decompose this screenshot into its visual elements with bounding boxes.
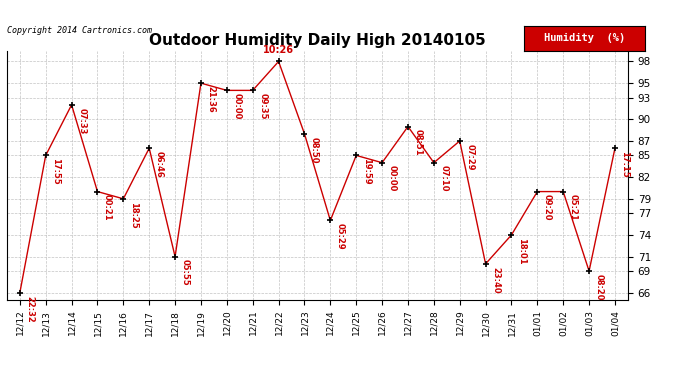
Text: 00:00: 00:00 (233, 93, 241, 120)
Text: 19:59: 19:59 (362, 158, 371, 185)
Text: 05:21: 05:21 (569, 194, 578, 221)
Text: 18:25: 18:25 (129, 202, 138, 228)
Text: 08:51: 08:51 (413, 129, 422, 156)
Text: 07:33: 07:33 (77, 108, 86, 134)
Text: 17:15: 17:15 (620, 151, 629, 178)
Text: 07:10: 07:10 (440, 165, 449, 192)
Text: 10:26: 10:26 (263, 45, 294, 54)
Text: 07:29: 07:29 (465, 144, 474, 170)
Text: 17:55: 17:55 (51, 158, 60, 185)
Text: 09:20: 09:20 (543, 194, 552, 221)
Text: 05:29: 05:29 (336, 223, 345, 250)
Text: 18:01: 18:01 (517, 238, 526, 264)
Text: 06:46: 06:46 (155, 151, 164, 178)
Text: Humidity  (%): Humidity (%) (544, 33, 625, 44)
Text: 00:21: 00:21 (103, 194, 112, 221)
Title: Outdoor Humidity Daily High 20140105: Outdoor Humidity Daily High 20140105 (149, 33, 486, 48)
Text: 00:00: 00:00 (388, 165, 397, 192)
Text: Copyright 2014 Cartronics.com: Copyright 2014 Cartronics.com (7, 26, 152, 35)
Text: 23:40: 23:40 (491, 267, 500, 293)
Text: 09:35: 09:35 (258, 93, 267, 120)
Text: 22:32: 22:32 (26, 296, 34, 322)
Text: 08:50: 08:50 (310, 136, 319, 163)
Text: 08:20: 08:20 (595, 274, 604, 300)
Text: 05:55: 05:55 (181, 260, 190, 286)
Text: 21:36: 21:36 (206, 86, 215, 112)
